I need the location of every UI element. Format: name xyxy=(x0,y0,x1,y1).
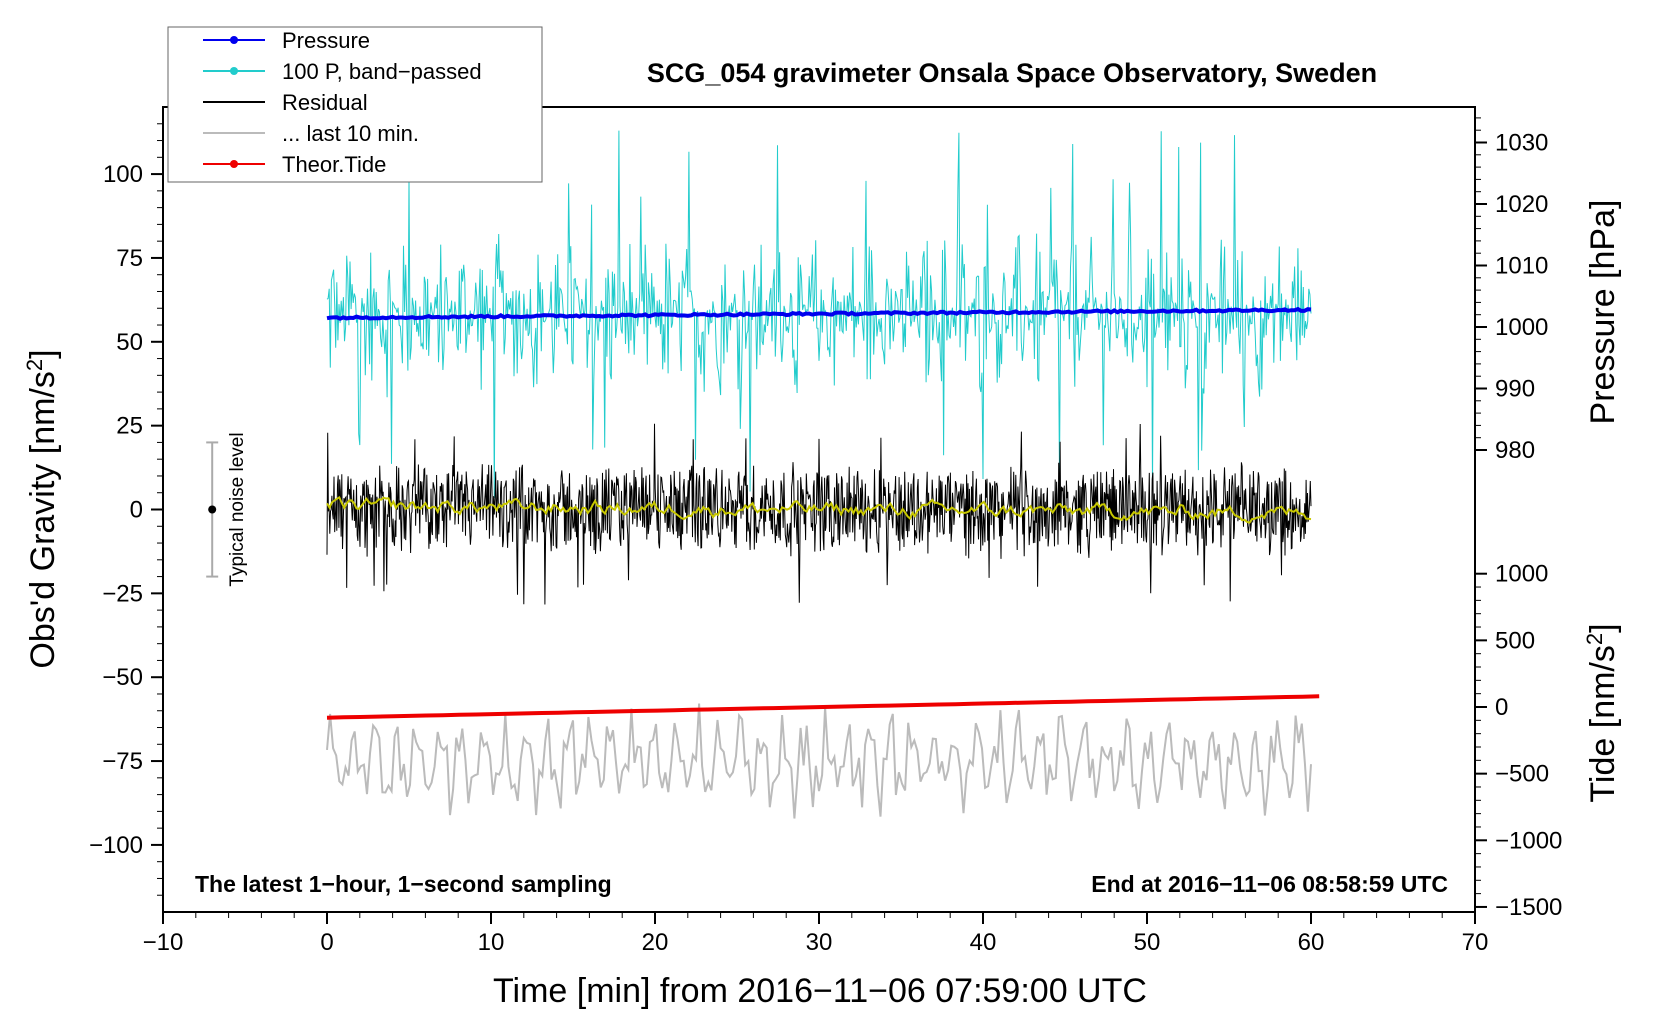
ticks-layer: −10 0 10 20 30 40 50 60 701007550250−25−50−75−10… xyxy=(89,117,1562,956)
y-axis-title-tide: Tide [nm/s2] xyxy=(1582,623,1622,802)
legend-items: Pressure 100 P, band−passed Residual ... la… xyxy=(203,28,482,177)
y-tick-label-left: 50 xyxy=(116,329,143,356)
noise-level-indicator: Typical noise level xyxy=(206,432,248,587)
tide-tick-label: 1000 xyxy=(1495,561,1548,588)
series-theor-tide xyxy=(326,694,1320,720)
y-tick-label-left: 75 xyxy=(116,245,143,272)
y-tick-label-left: −75 xyxy=(102,748,143,775)
tide-tick-label: 0 xyxy=(1495,694,1508,721)
series-pressure xyxy=(326,306,1312,321)
y-axis-title-tide-sup: 2 xyxy=(1582,633,1607,645)
y-axis-title-pressure: Pressure [hPa] xyxy=(1584,200,1622,425)
series-residual xyxy=(326,423,1312,605)
x-tick-label: 40 xyxy=(970,929,997,956)
y-axis-title-left-main: Obs'd Gravity [nm/s xyxy=(24,371,62,668)
y-axis-title-left-sup: 2 xyxy=(22,359,47,371)
legend-marker xyxy=(230,67,238,75)
tide-tick-label: −500 xyxy=(1495,761,1549,788)
legend-label: 100 P, band−passed xyxy=(282,59,482,84)
pressure-tick-label: 980 xyxy=(1495,437,1535,464)
pressure-tick-label: 1010 xyxy=(1495,253,1548,280)
x-axis-title: Time [min] from 2016−11−06 07:59:00 UTC xyxy=(493,972,1147,1010)
pressure-tick-label: 1000 xyxy=(1495,314,1548,341)
x-tick-label: 20 xyxy=(642,929,669,956)
tide-tick-label: −1500 xyxy=(1495,894,1562,921)
legend-label: ... last 10 min. xyxy=(282,121,419,146)
pressure-tick-label: 990 xyxy=(1495,376,1535,403)
y-tick-label-left: −50 xyxy=(102,664,143,691)
series-layer xyxy=(326,130,1320,819)
pressure-tick-label: 1020 xyxy=(1495,191,1548,218)
chart-title: SCG_054 gravimeter Onsala Space Observat… xyxy=(647,58,1377,88)
x-tick-label: 10 xyxy=(478,929,505,956)
x-tick-label: 60 xyxy=(1298,929,1325,956)
y-tick-label-left: 0 xyxy=(130,497,143,524)
y-tick-label-left: 25 xyxy=(116,413,143,440)
y-axis-title-tide-end: ] xyxy=(1584,623,1622,632)
series-last-10-min xyxy=(326,703,1312,819)
legend-label: Residual xyxy=(282,90,368,115)
annotation-sampling: The latest 1−hour, 1−second sampling xyxy=(195,871,612,897)
series-residual-smoothed xyxy=(326,495,1312,524)
x-tick-label: 70 xyxy=(1462,929,1489,956)
legend-marker xyxy=(230,160,238,168)
annotation-end-time: End at 2016−11−06 08:58:59 UTC xyxy=(1091,871,1448,897)
tide-tick-label: 500 xyxy=(1495,627,1535,654)
y-tick-label-left: 100 xyxy=(103,161,143,188)
legend-label: Theor.Tide xyxy=(282,152,386,177)
tide-tick-label: −1000 xyxy=(1495,827,1562,854)
x-tick-label: −10 xyxy=(143,929,184,956)
x-tick-label: 30 xyxy=(806,929,833,956)
x-tick-label: 50 xyxy=(1134,929,1161,956)
y-axis-title-tide-main: Tide [nm/s xyxy=(1584,645,1622,802)
pressure-tick-label: 1030 xyxy=(1495,130,1548,157)
y-axis-title-left-end: ] xyxy=(24,349,62,358)
y-tick-label-left: −25 xyxy=(102,580,143,607)
legend-box xyxy=(167,26,543,183)
series-bandpassed-pressure xyxy=(326,130,1312,499)
y-axis-title-left: Obs'd Gravity [nm/s2] xyxy=(22,349,62,668)
noise-dot xyxy=(208,505,217,514)
legend: Pressure 100 P, band−passed Residual ... la… xyxy=(167,26,543,183)
y-tick-label-left: −100 xyxy=(89,832,143,859)
noise-label: Typical noise level xyxy=(227,432,248,586)
legend-label: Pressure xyxy=(282,28,370,53)
legend-marker xyxy=(230,36,238,44)
x-tick-label: 0 xyxy=(320,929,333,956)
